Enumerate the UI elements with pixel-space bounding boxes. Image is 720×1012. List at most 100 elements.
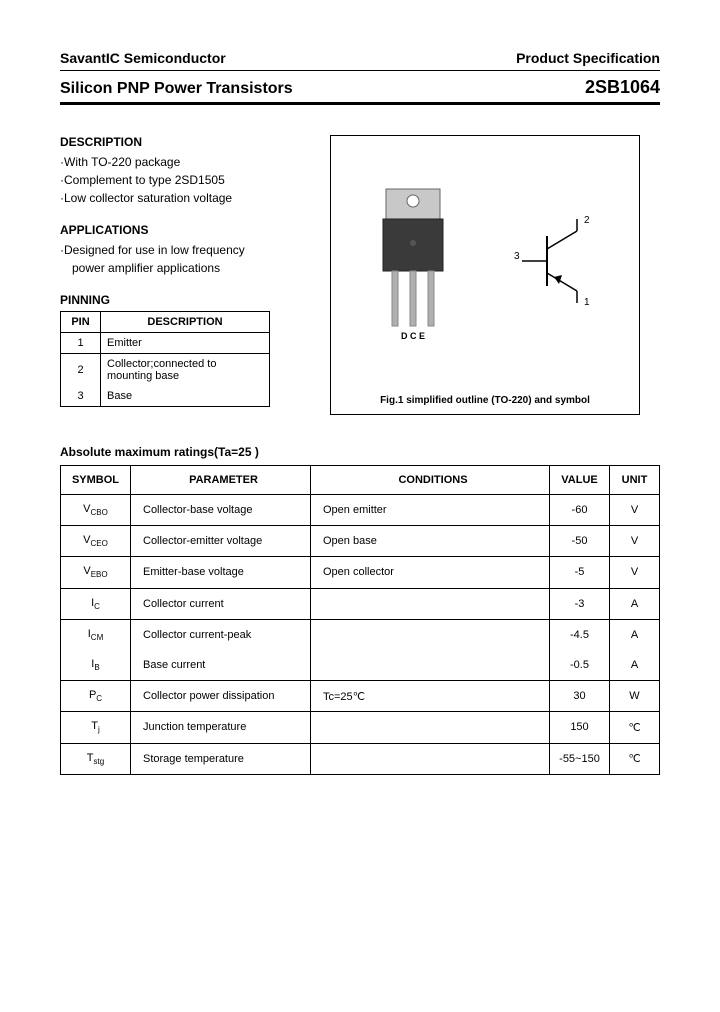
cell-parameter: Base current — [131, 650, 311, 681]
cell-symbol: IC — [61, 588, 131, 619]
cell-symbol: IB — [61, 650, 131, 681]
company-name: SavantIC Semiconductor — [60, 50, 226, 66]
pin-desc: Base — [101, 386, 270, 407]
col-unit: UNIT — [610, 466, 660, 495]
app-item: ·Designed for use in low frequency — [60, 241, 310, 259]
description-list: ·With TO-220 package ·Complement to type… — [60, 153, 310, 207]
table-header-row: SYMBOL PARAMETER CONDITIONS VALUE UNIT — [61, 466, 660, 495]
ratings-table: SYMBOL PARAMETER CONDITIONS VALUE UNIT V… — [60, 465, 660, 775]
cell-symbol: ICM — [61, 619, 131, 650]
desc-item: ·With TO-220 package — [60, 153, 310, 171]
right-column: D C E 2 3 1 Fig.1 simplified outline (TO — [330, 135, 660, 415]
cell-conditions: Open emitter — [311, 495, 550, 526]
figure-box: D C E 2 3 1 Fig.1 simplified outline (TO — [330, 135, 640, 415]
package-outline-icon: D C E — [368, 181, 458, 341]
table-row: VCEOCollector-emitter voltageOpen base-5… — [61, 526, 660, 557]
desc-item: ·Low collector saturation voltage — [60, 189, 310, 207]
cell-parameter: Collector-emitter voltage — [131, 526, 311, 557]
col-value: VALUE — [550, 466, 610, 495]
cell-value: -60 — [550, 495, 610, 526]
cell-parameter: Collector power dissipation — [131, 681, 311, 712]
cell-value: 150 — [550, 712, 610, 743]
svg-text:1: 1 — [584, 297, 590, 308]
table-row: 2 Collector;connected to mounting base — [61, 354, 270, 387]
applications-heading: APPLICATIONS — [60, 223, 310, 237]
pinning-table: PIN DESCRIPTION 1 Emitter 2 Collector;co… — [60, 311, 270, 407]
desc-col-header: DESCRIPTION — [101, 312, 270, 333]
table-row: PCCollector power dissipationTc=25℃30W — [61, 681, 660, 712]
table-row: ICMCollector current-peak-4.5A — [61, 619, 660, 650]
table-row: 3 Base — [61, 386, 270, 407]
pin-desc: Collector;connected to mounting base — [101, 354, 270, 387]
cell-unit: A — [610, 588, 660, 619]
table-row: VEBOEmitter-base voltageOpen collector-5… — [61, 557, 660, 588]
cell-unit: ℃ — [610, 712, 660, 743]
pin-num: 1 — [61, 333, 101, 354]
cell-unit: A — [610, 650, 660, 681]
sub-header: Silicon PNP Power Transistors 2SB1064 — [60, 77, 660, 98]
col-parameter: PARAMETER — [131, 466, 311, 495]
cell-parameter: Emitter-base voltage — [131, 557, 311, 588]
cell-value: -0.5 — [550, 650, 610, 681]
cell-unit: V — [610, 526, 660, 557]
spec-label: Product Specification — [516, 50, 660, 66]
table-row: ICCollector current-3A — [61, 588, 660, 619]
svg-text:2: 2 — [584, 215, 590, 226]
table-row: 1 Emitter — [61, 333, 270, 354]
divider-thick — [60, 102, 660, 105]
page-title: Silicon PNP Power Transistors — [60, 80, 293, 98]
cell-symbol: VCEO — [61, 526, 131, 557]
cell-conditions — [311, 712, 550, 743]
cell-conditions — [311, 619, 550, 650]
cell-parameter: Collector current — [131, 588, 311, 619]
figure-content: D C E 2 3 1 — [341, 146, 629, 376]
cell-value: -4.5 — [550, 619, 610, 650]
svg-text:3: 3 — [514, 251, 520, 262]
cell-value: -55~150 — [550, 743, 610, 774]
left-column: DESCRIPTION ·With TO-220 package ·Comple… — [60, 135, 310, 415]
cell-symbol: VCBO — [61, 495, 131, 526]
cell-symbol: Tj — [61, 712, 131, 743]
description-heading: DESCRIPTION — [60, 135, 310, 149]
cell-unit: W — [610, 681, 660, 712]
cell-unit: V — [610, 495, 660, 526]
cell-symbol: VEBO — [61, 557, 131, 588]
cell-conditions — [311, 743, 550, 774]
cell-unit: A — [610, 619, 660, 650]
cell-conditions — [311, 588, 550, 619]
cell-parameter: Junction temperature — [131, 712, 311, 743]
cell-conditions: Open base — [311, 526, 550, 557]
cell-conditions: Open collector — [311, 557, 550, 588]
svg-text:D C E: D C E — [401, 331, 425, 341]
top-header: SavantIC Semiconductor Product Specifica… — [60, 50, 660, 66]
table-row: TjJunction temperature 150℃ — [61, 712, 660, 743]
divider-thin — [60, 70, 660, 71]
cell-conditions: Tc=25℃ — [311, 681, 550, 712]
figure-caption: Fig.1 simplified outline (TO-220) and sy… — [331, 395, 639, 406]
pin-num: 2 — [61, 354, 101, 387]
pin-desc: Emitter — [101, 333, 270, 354]
app-item: power amplifier applications — [60, 259, 310, 277]
applications-list: ·Designed for use in low frequency power… — [60, 241, 310, 277]
cell-unit: V — [610, 557, 660, 588]
part-number: 2SB1064 — [585, 77, 660, 98]
col-conditions: CONDITIONS — [311, 466, 550, 495]
pinning-heading: PINNING — [60, 293, 310, 307]
col-symbol: SYMBOL — [61, 466, 131, 495]
cell-unit: ℃ — [610, 743, 660, 774]
table-header-row: PIN DESCRIPTION — [61, 312, 270, 333]
table-row: TstgStorage temperature -55~150℃ — [61, 743, 660, 774]
cell-symbol: Tstg — [61, 743, 131, 774]
table-row: IBBase current -0.5A — [61, 650, 660, 681]
pin-col-header: PIN — [61, 312, 101, 333]
cell-parameter: Collector-base voltage — [131, 495, 311, 526]
pin-num: 3 — [61, 386, 101, 407]
cell-value: 30 — [550, 681, 610, 712]
cell-parameter: Storage temperature — [131, 743, 311, 774]
ratings-heading: Absolute maximum ratings(Ta=25 ) — [60, 445, 660, 459]
cell-value: -5 — [550, 557, 610, 588]
table-row: VCBOCollector-base voltageOpen emitter-6… — [61, 495, 660, 526]
cell-value: -50 — [550, 526, 610, 557]
transistor-symbol-icon: 2 3 1 — [512, 211, 602, 311]
cell-symbol: PC — [61, 681, 131, 712]
